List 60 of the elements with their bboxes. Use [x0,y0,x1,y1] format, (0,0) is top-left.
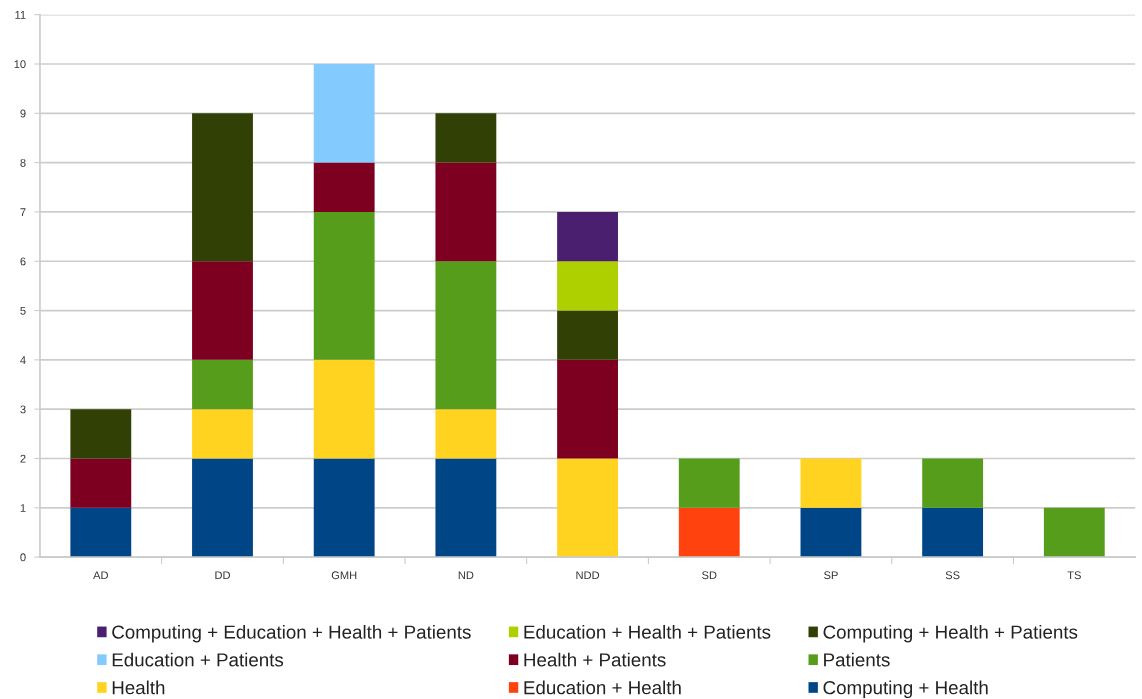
y-tick-label: 11 [15,11,26,19]
y-tick-label: 4 [20,356,26,364]
bar [313,211,375,360]
bar [192,458,253,558]
bar [313,162,375,212]
bar [1043,507,1105,558]
bar [557,458,618,558]
x-tick-label: AD [93,571,108,580]
y-tick-label: 1 [20,504,26,512]
bar [557,211,618,262]
bar [557,359,618,459]
bar [313,458,375,558]
x-tick-label: TS [1067,571,1081,580]
x-tick-label: SS [945,571,960,580]
bar [435,458,497,558]
y-tick-label: 8 [20,158,26,167]
x-tick-label: NDD [576,571,600,580]
legend-label: Health [112,680,165,695]
bar [922,458,984,508]
y-tick-label: 3 [20,405,26,414]
y-tick-label: 10 [14,60,26,69]
bar [70,458,132,508]
bar [922,507,984,558]
x-tick-label: GMH [331,571,357,580]
legend-label: Health + Patients [524,652,666,667]
bar [435,113,497,163]
x-tick-label: SP [824,571,838,580]
bar [192,261,253,360]
bar [557,261,618,311]
bar [435,162,497,262]
bar [800,458,862,508]
bar [557,310,618,360]
y-tick-label: 6 [20,257,26,266]
legend-label: Computing + Health + Patients [823,624,1078,643]
x-tick-label: ND [458,571,474,580]
legend-label: Education + Health [524,680,681,695]
y-tick-label: 2 [20,454,26,463]
x-tick-label: SD [702,571,717,580]
x-tick-label: DD [215,571,230,580]
bar [192,113,253,262]
bar [192,409,253,459]
bar [678,458,740,508]
legend-label: Education + Patients [112,652,284,667]
bar [435,409,497,459]
y-tick-label: 0 [20,553,26,562]
bar [192,359,253,410]
bar [70,409,132,459]
y-tick-label: 7 [20,208,26,216]
bar [678,507,740,558]
bar [313,63,375,163]
bar [313,359,375,459]
legend-label: Patients [824,652,890,667]
legend-label: Computing + Education + Health + Patients [112,624,471,643]
legend-label: Computing + Health [823,680,988,699]
bar [800,507,862,558]
bar [70,507,132,558]
bar [435,261,497,410]
y-tick-label: 9 [20,109,26,118]
legend-label: Education + Health + Patients [524,624,771,639]
y-tick-label: 5 [20,306,26,315]
